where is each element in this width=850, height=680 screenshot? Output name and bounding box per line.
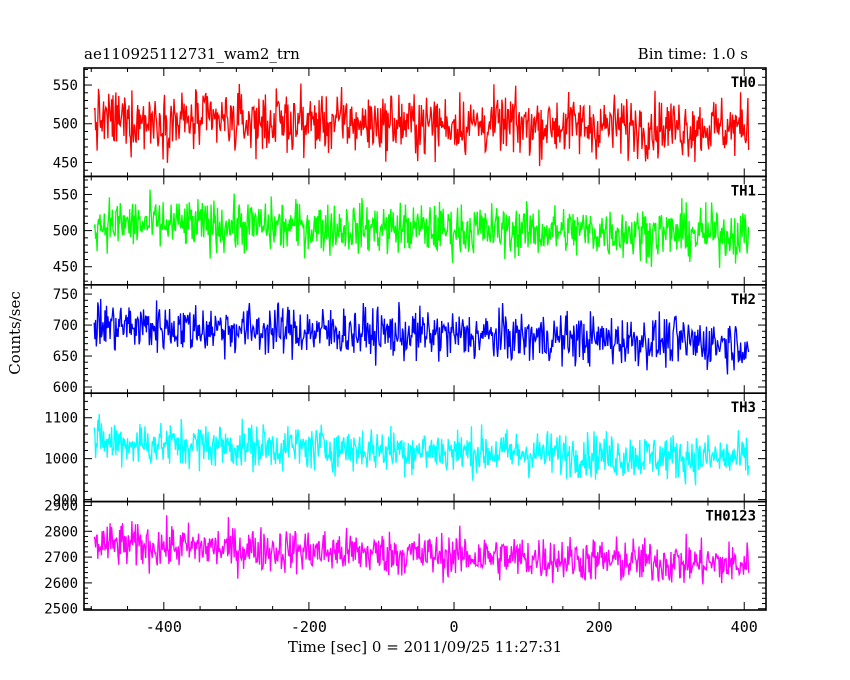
y-tick-label: 1100 [44,411,78,427]
x-tick-label: 200 [586,618,613,636]
x-tick-label: -400 [146,618,182,636]
y-tick-label: 650 [53,349,78,365]
y-tick-label: 450 [53,155,78,171]
series-line-th2 [93,298,750,375]
y-tick-label: 1000 [44,452,78,468]
panel-label-th1: TH1 [731,183,756,199]
chart-title: ae110925112731_wam2_trn [84,45,300,63]
y-axis-label: Counts/sec [6,291,24,375]
panel-label-th3: TH3 [731,400,756,416]
y-tick-label: 500 [53,224,78,240]
y-tick-label: 500 [53,117,78,133]
y-tick-label: 550 [53,78,78,94]
y-tick-label: 900 [53,493,78,509]
y-tick-label: 2900 [44,498,78,514]
y-tick-label: 550 [53,187,78,203]
bin-time-label: Bin time: 1.0 s [637,45,748,63]
series-line-th1 [93,189,750,268]
panel-label-th2: TH2 [731,292,756,308]
panel-label-th0123: TH0123 [705,509,756,525]
x-tick-label: 0 [450,618,459,636]
series-line-th3 [93,413,750,486]
series-line-th0123 [93,515,750,585]
x-tick-label: 400 [731,618,758,636]
y-tick-label: 450 [53,260,78,276]
y-tick-label: 2700 [44,550,78,566]
panel-label-th0: TH0 [731,75,756,91]
panel-frame-th0123 [83,500,767,611]
series-line-th0 [93,83,750,167]
y-tick-label: 2500 [44,602,78,618]
y-tick-label: 600 [53,380,78,396]
x-tick-label: -200 [291,618,327,636]
y-tick-label: 2800 [44,524,78,540]
y-tick-label: 700 [53,318,78,334]
y-tick-label: 750 [53,287,78,303]
x-axis-label: Time [sec] 0 = 2011/09/25 11:27:31 [287,638,563,656]
y-tick-label: 2600 [44,576,78,592]
